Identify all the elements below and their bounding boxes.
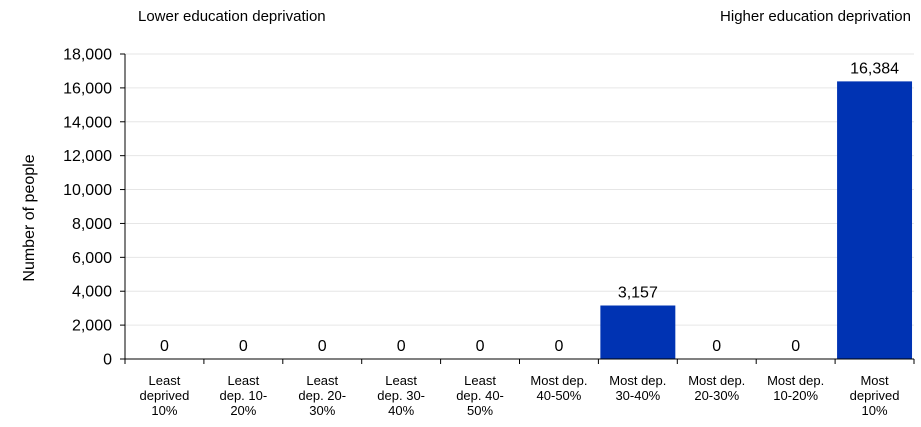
axes (120, 53, 915, 364)
x-tick-label: Least dep. 20-30% (298, 373, 346, 418)
y-tick-label: 2,000 (72, 318, 112, 335)
y-tick-label: 18,000 (63, 47, 112, 64)
data-label: 0 (554, 338, 563, 355)
y-tick-label: 0 (103, 352, 112, 369)
data-label: 16,384 (850, 60, 899, 77)
lower-deprivation-note: Lower education deprivation (138, 8, 326, 25)
x-tick-label: Least dep. 40-50% (456, 373, 504, 418)
y-tick-label: 8,000 (72, 216, 112, 233)
y-tick-label: 6,000 (72, 250, 112, 267)
higher-deprivation-note: Higher education deprivation (720, 8, 911, 25)
bar (600, 305, 676, 359)
data-label: 0 (397, 338, 406, 355)
y-tick-label: 14,000 (63, 114, 112, 131)
data-label: 0 (476, 338, 485, 355)
x-tick-label: Most dep. 40-50% (530, 373, 587, 403)
bar (837, 81, 913, 359)
x-tick-label: Most deprived 10% (850, 373, 900, 418)
data-label: 0 (318, 338, 327, 355)
gridlines (125, 53, 914, 326)
data-label: 0 (160, 338, 169, 355)
x-tick-label: Most dep. 20-30% (688, 373, 745, 403)
y-axis-title: Number of people (21, 154, 38, 281)
data-label: 0 (791, 338, 800, 355)
y-tick-label: 12,000 (63, 148, 112, 165)
data-label: 3,157 (618, 285, 658, 302)
bars (600, 81, 913, 359)
y-tick-label: 10,000 (63, 182, 112, 199)
x-tick-label: Most dep. 10-20% (767, 373, 824, 403)
x-tick-label: Least dep. 30-40% (377, 373, 425, 418)
data-label: 0 (712, 338, 721, 355)
y-tick-label: 4,000 (72, 284, 112, 301)
labels: 0 2,000 4,000 6,000 8,000 10,000 12,000 14,000 1… (63, 47, 899, 419)
y-tick-label: 16,000 (63, 80, 112, 97)
x-tick-label: Least deprived 10% (140, 373, 190, 418)
x-tick-label: Most dep. 30-40% (609, 373, 666, 403)
data-label: 0 (239, 338, 248, 355)
x-tick-label: Least dep. 10-20% (219, 373, 267, 418)
